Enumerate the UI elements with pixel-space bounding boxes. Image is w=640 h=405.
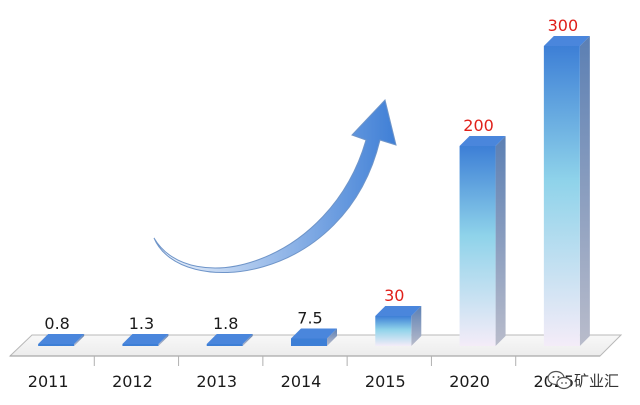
x-tick-label: 2011	[28, 372, 69, 391]
bar-front-face	[291, 338, 327, 346]
x-tick-label: 2013	[196, 372, 237, 391]
watermark-text: 矿业汇	[574, 372, 619, 390]
bar-side-face	[74, 334, 85, 346]
x-tick-label: 2014	[281, 372, 322, 391]
wechat-icon	[547, 370, 572, 390]
bar-front-face	[543, 46, 580, 346]
x-tick-label: 2020	[449, 372, 490, 391]
x-tick-labels-group: 2011201220132014201520202025	[28, 372, 574, 391]
data-label: 0.8	[44, 314, 69, 333]
bar-front-face	[375, 316, 412, 346]
bar-top-face	[459, 136, 506, 146]
bar-top-face	[543, 36, 590, 46]
bar-side-face	[579, 36, 590, 346]
bar-side-face	[242, 334, 253, 346]
bar-top-face	[38, 334, 85, 344]
bar-top-face	[291, 328, 337, 339]
data-label: 1.8	[213, 314, 238, 333]
curved-arrow-annotation	[153, 98, 397, 274]
bar-front-face	[459, 146, 496, 346]
bar-top-face	[206, 334, 253, 344]
trend-arrow	[153, 98, 397, 274]
bar-front-face	[38, 344, 75, 346]
data-label: 300	[548, 16, 579, 35]
data-label: 1.3	[129, 314, 154, 333]
bar-top-face	[122, 334, 169, 344]
bar-2025	[543, 36, 590, 346]
bar-side-face	[158, 334, 169, 346]
data-label: 7.5	[297, 309, 322, 328]
bar-2012	[122, 334, 169, 346]
bar-2014	[291, 328, 337, 346]
bar-side-face	[411, 306, 422, 346]
x-tick-label: 2015	[365, 372, 406, 391]
data-labels-group: 0.8 1.3 1.8 7.5 30 200 300	[44, 16, 578, 333]
watermark: 矿业汇	[547, 370, 619, 390]
data-label: 30	[384, 286, 404, 305]
category-separators	[93, 356, 517, 366]
x-tick-label: 2012	[112, 372, 153, 391]
bar-side-face	[495, 136, 506, 346]
bar-2020	[459, 136, 506, 346]
bar-2015	[375, 306, 422, 346]
bar-2013	[206, 334, 253, 346]
bar-top-face	[375, 306, 422, 316]
bars-group	[38, 36, 590, 346]
data-label: 200	[463, 116, 494, 135]
bar-2011	[38, 334, 85, 346]
bar-front-face	[122, 344, 159, 346]
bar-side-face	[327, 328, 337, 346]
bar-front-face	[206, 344, 243, 346]
